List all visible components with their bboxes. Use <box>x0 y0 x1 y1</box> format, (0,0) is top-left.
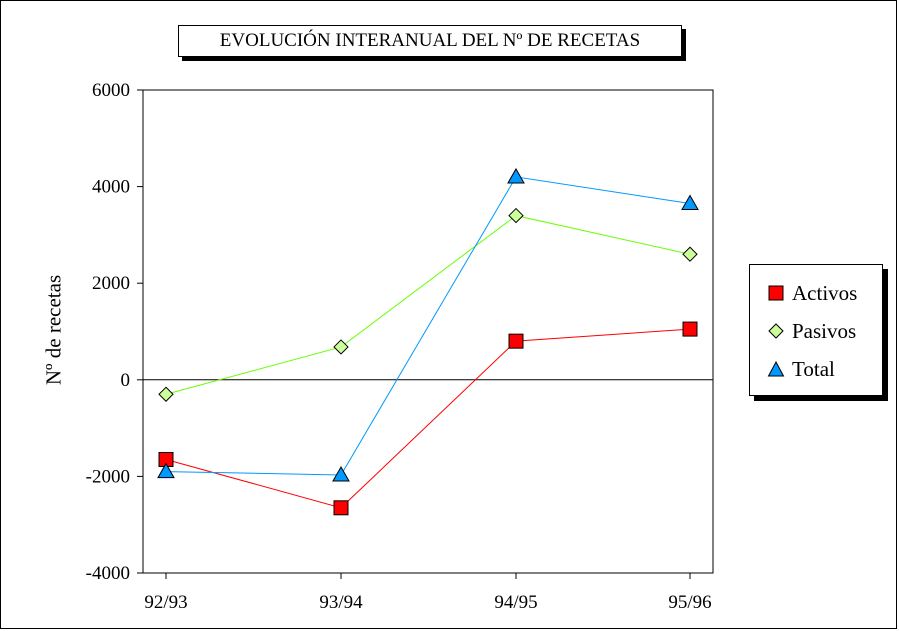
y-tick-label: -2000 <box>86 466 130 487</box>
legend-item-total: Total <box>764 355 835 383</box>
legend-label: Total <box>792 356 835 381</box>
data-point-total <box>332 465 350 482</box>
chart-legend: Activos Pasivos Total <box>749 264 883 396</box>
data-point-total <box>681 194 699 211</box>
legend-label: Activos <box>792 280 858 305</box>
x-tick-label: 93/94 <box>319 592 363 613</box>
data-point-total <box>507 167 525 184</box>
chart-title: EVOLUCIÓN INTERANUAL DEL Nº DE RECETAS <box>178 25 682 57</box>
y-tick-label: 0 <box>121 370 131 391</box>
data-point-total <box>157 462 175 479</box>
y-axis-label: Nº de recetas <box>41 274 66 386</box>
series-layer <box>157 167 699 516</box>
legend-label: Pasivos <box>792 318 857 343</box>
data-point-pasivos <box>682 246 698 262</box>
y-tick-label: 2000 <box>92 273 130 294</box>
y-tick-label: 4000 <box>92 177 130 198</box>
legend-item-activos: Activos <box>764 279 857 307</box>
plot-area <box>142 89 714 574</box>
x-tick-label: 92/93 <box>144 592 187 613</box>
y-tick-label: -4000 <box>86 563 130 584</box>
legend-item-pasivos: Pasivos <box>764 317 856 345</box>
x-tick-label: 95/96 <box>668 592 711 613</box>
x-tick-label: 94/95 <box>494 592 537 613</box>
diamond-marker-icon <box>768 323 784 339</box>
y-tick-label: 6000 <box>92 80 130 101</box>
series-line-pasivos <box>165 215 691 395</box>
data-point-activos <box>682 321 698 337</box>
data-point-pasivos <box>158 386 174 402</box>
data-point-activos <box>508 333 524 349</box>
square-marker-icon <box>768 285 784 301</box>
triangle-marker-icon <box>767 360 785 377</box>
axes-layer: -4000 -2000 0 2000 4000 6000 92/93 93/94 94/95 95… <box>86 80 713 613</box>
series-line-total <box>165 176 691 476</box>
data-point-activos <box>333 500 349 516</box>
data-point-pasivos <box>508 207 524 224</box>
data-point-pasivos <box>333 339 349 355</box>
series-line-activos <box>165 328 691 509</box>
